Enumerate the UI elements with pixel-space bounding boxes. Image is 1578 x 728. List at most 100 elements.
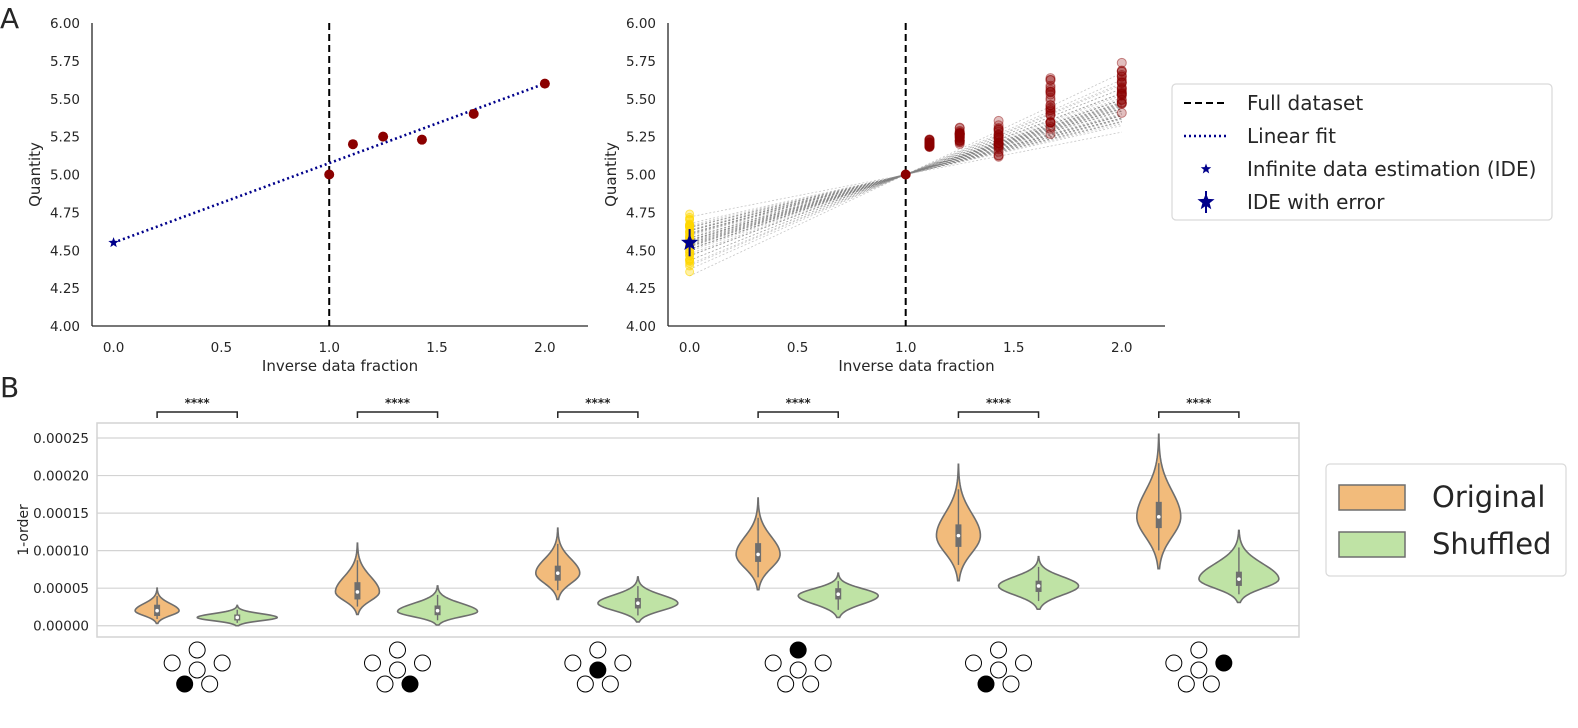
resample-column [954,122,965,150]
resample-point [954,123,965,134]
panel-a-left-xtick-label: 0.5 [211,340,232,356]
bootstrap-fit-line [689,106,1122,243]
resample-point [1045,105,1056,116]
resample-point [924,138,935,149]
glyph-circle [1190,641,1208,659]
bootstrap-fit-line [689,72,1122,277]
legend-ide-error-star-icon [1197,193,1215,210]
original-violin [134,587,180,625]
panel-a-left-ytick-label: 5.75 [50,54,80,70]
panel-a-left-xtick-label: 2.0 [534,340,555,356]
resample-point [1045,123,1056,134]
resample-point [954,129,965,140]
panel-a-left-ytick-label: 4.50 [50,243,80,259]
significance-label: **** [1186,396,1212,410]
resample-point [1116,69,1127,80]
panel-b-ytick-label: 0.00025 [33,431,89,447]
resample-point [954,130,965,141]
bootstrap-fit-line [689,115,1122,234]
panel-a-left-ytick-label: 5.00 [50,168,80,184]
resample-point [1045,106,1056,117]
legend-b-label: Original [1432,480,1545,514]
resample-point [924,140,935,151]
glyph-circle [1015,654,1032,672]
bootstrap-fit-line [689,106,1122,243]
legend-ide-star-icon [1200,163,1212,174]
resample-point [1045,84,1056,95]
shuffled-violin-median-dot [836,592,841,596]
resample-point [924,138,935,149]
resample-point [1045,73,1056,84]
significance-bracket [1158,411,1240,418]
bootstrap-fit-line [689,92,1122,257]
resample-point [1045,100,1056,111]
resample-point [954,128,965,139]
panel-a-right-ytick-label: 5.00 [626,168,656,184]
resample-point [954,122,965,133]
resample-point [1116,90,1127,101]
resample-point [954,135,965,146]
data-point [539,78,550,89]
panel-a-left-xlabel: Inverse data fraction [262,357,418,375]
resample-point [1045,93,1056,104]
resample-point [924,140,935,151]
resample-point [1045,75,1056,86]
resample-point [993,150,1004,161]
glyph-circle [1002,675,1020,693]
resample-point [1116,97,1127,108]
resample-point [1116,89,1127,100]
original-violin [735,497,781,591]
resample-point [924,139,935,150]
shuffled-violin-median-dot [1237,577,1241,581]
shuffled-violin-median-dot [435,608,440,613]
resample-point [954,134,965,145]
significance-bracket [557,411,639,418]
resample-point [924,135,935,146]
bootstrap-fit-line [689,92,1122,257]
resample-point [1116,95,1127,106]
shuffled-violin-median-dot [636,601,640,606]
resample-point [924,140,935,151]
bootstrap-fit-line [689,115,1122,234]
resample-point [954,132,965,143]
resample-point [1116,57,1127,68]
resample-point [1116,71,1127,82]
category-glyph-5 [965,641,1032,693]
resample-point [1116,98,1127,109]
panel-a-right-ytick-label: 4.25 [626,281,656,297]
legend-a-frame [1171,83,1553,221]
glyph-circle [414,654,431,672]
resample-point [1045,110,1056,121]
resample-point [954,135,965,146]
original-violin-median-dot [956,533,961,538]
resample-point [993,135,1004,146]
glyph-circle-filled [589,661,607,679]
significance-bracket [356,411,439,418]
shuffled-violin-median-dot [1036,584,1041,588]
resample-point [1116,90,1127,101]
shuffled-violin [797,572,880,619]
original-violin [935,463,982,582]
resample-point [924,137,935,148]
resample-point [1116,66,1127,77]
resample-point [1045,117,1056,128]
panel-a-right-xlabel: Inverse data fraction [838,357,994,375]
glyph-circle [802,675,820,693]
resample-point [924,137,935,148]
resample-point [954,139,965,150]
resample-point [993,132,1004,143]
resample-point [1045,116,1056,127]
bootstrap-fit-line [689,115,1122,234]
resample-point [954,131,965,142]
resample-point [1116,77,1127,88]
resample-point [924,139,935,150]
data-point [416,134,427,145]
resample-point [1045,74,1056,85]
panel-a-left-xtick-label: 1.5 [426,340,447,356]
data-point [378,131,389,142]
resample-point [993,132,1004,143]
glyph-circle [389,641,406,659]
ide-with-error-star [681,233,699,250]
original-violin [534,527,581,601]
original-violin [1136,433,1182,570]
